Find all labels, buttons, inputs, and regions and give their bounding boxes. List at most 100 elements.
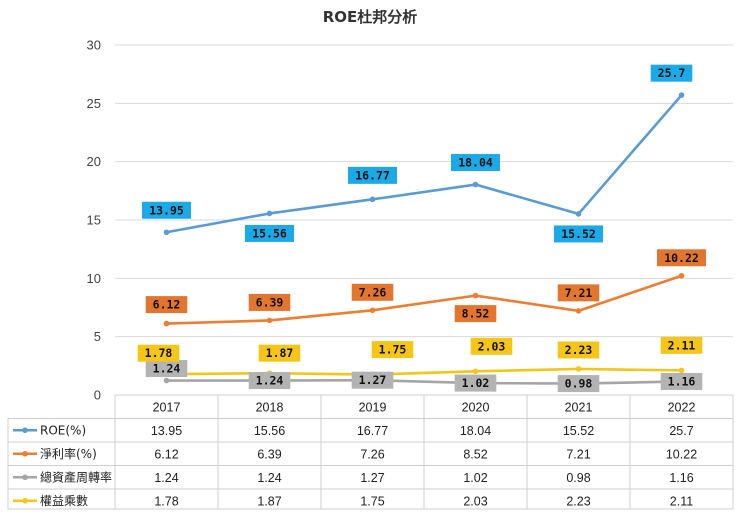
data-label-text: 15.52 <box>561 227 596 241</box>
legend-swatch-point <box>22 474 28 481</box>
data-label-text: 1.27 <box>359 373 387 387</box>
data-label-box <box>142 201 191 219</box>
data-label: 6.12 <box>145 296 188 314</box>
table-cell: 7.26 <box>360 447 384 461</box>
data-label-text: 10.22 <box>664 251 699 265</box>
data-label-text: 2.03 <box>478 339 506 353</box>
data-label-box <box>454 374 497 392</box>
data-label-text: 2.11 <box>668 338 696 352</box>
data-label-text: 7.21 <box>565 286 593 300</box>
data-label-box <box>660 372 703 390</box>
data-label: 1.16 <box>660 372 703 390</box>
legend-label: 淨利率(%) <box>40 446 97 461</box>
y-tick-label: 25 <box>87 96 101 111</box>
data-label-text: 16.77 <box>355 168 390 182</box>
legend-swatch-point <box>22 427 28 434</box>
series-line <box>166 94 683 234</box>
data-label-box <box>451 154 500 172</box>
table-cell: 2.11 <box>670 494 693 508</box>
table-header-cell: 2019 <box>359 400 387 414</box>
data-label-text: 1.24 <box>256 374 284 388</box>
data-label: 7.26 <box>351 283 394 301</box>
data-point <box>678 272 685 279</box>
data-label-text: 1.87 <box>266 346 294 360</box>
table-header-cell: 2018 <box>256 400 284 414</box>
table-row: 權益乘數 1.78 1.87 1.75 2.03 2.23 2.11 <box>13 494 693 508</box>
data-label: 7.21 <box>557 284 600 302</box>
data-label: 13.95 <box>142 201 191 219</box>
data-point <box>369 196 376 203</box>
data-point <box>678 92 685 98</box>
table-cell: 1.24 <box>154 471 178 485</box>
series-lines <box>166 94 683 385</box>
data-label-box <box>660 336 703 354</box>
table-row: ROE(%) 13.95 15.56 16.77 18.04 15.52 25.7 <box>13 424 694 438</box>
data-label-text: 1.16 <box>668 374 696 388</box>
data-label: 18.04 <box>451 154 500 172</box>
data-label-box <box>557 284 600 302</box>
table-cell: 0.98 <box>566 471 590 485</box>
data-label-text: 15.56 <box>252 226 287 240</box>
data-labels: 13.95 15.56 16.77 18.04 15.52 25.7 6.12 6.39 7.2… <box>137 64 706 393</box>
data-label: 16.77 <box>348 166 397 184</box>
y-axis-ticks: 0 5 10 15 20 25 30 <box>87 38 101 403</box>
data-label: 10.22 <box>657 249 706 267</box>
table-cell: 15.56 <box>254 424 285 438</box>
data-label-box <box>351 371 394 389</box>
data-label-box <box>145 296 188 314</box>
data-label-text: 1.75 <box>379 343 407 357</box>
data-label-box <box>657 249 706 267</box>
data-label-box <box>557 341 600 359</box>
data-label-text: 1.24 <box>153 362 181 376</box>
data-point <box>575 308 582 314</box>
table-cell: 1.75 <box>360 494 384 508</box>
y-tick-label: 0 <box>94 388 101 403</box>
table-cell: 1.16 <box>669 471 693 485</box>
data-point <box>472 368 479 375</box>
table-header-cell: 2017 <box>153 400 181 414</box>
data-point <box>678 367 685 374</box>
table-cell: 6.12 <box>154 447 178 461</box>
data-label: 1.24 <box>145 360 188 378</box>
data-label: 15.52 <box>554 225 603 243</box>
legend-label: 權益乘數 <box>40 494 88 508</box>
data-label-text: 6.12 <box>153 298 181 312</box>
data-label: 1.27 <box>351 371 394 389</box>
data-point <box>163 229 170 236</box>
table-cell: 6.39 <box>257 447 281 461</box>
data-label-text: 2.23 <box>565 343 593 357</box>
data-label-box <box>454 305 497 323</box>
gridlines <box>115 44 733 338</box>
table-header-cell: 2020 <box>462 400 490 414</box>
data-label: 6.39 <box>248 293 291 311</box>
data-point <box>472 292 479 299</box>
data-label: 2.11 <box>660 336 703 354</box>
data-label: 1.02 <box>454 374 497 392</box>
data-label: 8.52 <box>454 305 497 323</box>
data-label: 1.87 <box>258 344 301 362</box>
data-label-text: 1.02 <box>462 376 490 390</box>
table-row: 總資產周轉率 1.24 1.24 1.27 1.02 0.98 1.16 <box>13 470 694 485</box>
data-label-box <box>145 360 188 378</box>
table-header-cell: 2021 <box>565 400 593 414</box>
data-label-text: 8.52 <box>462 307 490 321</box>
y-tick-label: 10 <box>87 271 101 286</box>
data-point <box>575 366 582 372</box>
series-line <box>166 274 682 325</box>
data-label: 1.75 <box>371 341 414 359</box>
data-label: 25.7 <box>650 64 693 82</box>
data-point <box>266 317 273 324</box>
y-tick-label: 5 <box>94 329 101 344</box>
data-label: 15.56 <box>245 224 294 242</box>
data-point <box>575 211 582 217</box>
data-label-text: 25.7 <box>658 66 686 80</box>
data-label-box <box>348 166 397 184</box>
series-points <box>163 92 685 387</box>
y-tick-label: 15 <box>87 213 101 228</box>
data-label-box <box>245 224 294 242</box>
table-cell: 7.21 <box>566 447 590 461</box>
data-label-box <box>258 344 301 362</box>
table-cell: 1.24 <box>257 471 281 485</box>
data-label-text: 1.78 <box>145 346 173 360</box>
data-label: 2.03 <box>470 337 513 355</box>
